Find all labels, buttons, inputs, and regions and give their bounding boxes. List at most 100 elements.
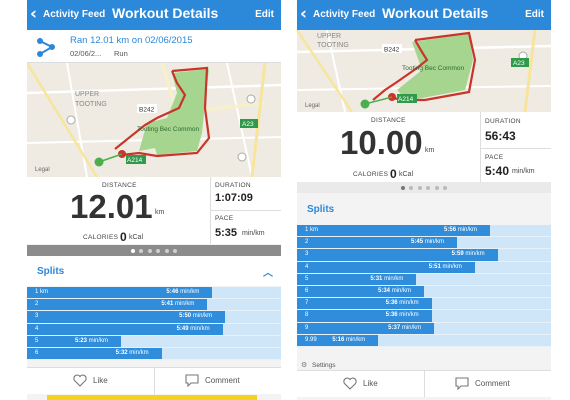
back-to-activity-feed-link[interactable]: Activity Feed: [313, 9, 376, 20]
settings-row[interactable]: ⚙ Settings: [297, 360, 551, 370]
split-index: 8: [305, 312, 309, 319]
split-row: 9 5:37 min/km: [297, 322, 551, 335]
split-row: 2 5:41 min/km: [27, 299, 281, 312]
split-pace-unit: min/km: [345, 336, 366, 343]
page-indicator[interactable]: [297, 182, 551, 193]
map-label-common: Tooting Bec Common: [137, 126, 200, 133]
edit-button[interactable]: Edit: [255, 9, 274, 20]
split-row: 9.99 5:16 min/km: [297, 334, 551, 347]
distance-unit: km: [155, 209, 165, 216]
calories-value: 0: [390, 167, 397, 181]
split-pace: 5:34 min/km: [378, 288, 411, 294]
split-pace: 5:51 min/km: [429, 264, 462, 270]
page-dot: [426, 185, 431, 190]
like-button[interactable]: Like: [27, 368, 154, 394]
splits-header[interactable]: Splits ︿: [27, 256, 281, 286]
split-row: 4 5:49 min/km: [27, 323, 281, 336]
page-indicator[interactable]: [27, 245, 281, 256]
split-pace-value: 5:51: [428, 263, 441, 270]
split-pace: 5:46 min/km: [166, 289, 199, 295]
split-pace-value: 5:31: [370, 275, 383, 282]
split-row: 3 5:59 min/km: [297, 249, 551, 262]
split-bar: [297, 273, 417, 285]
split-pace-unit: min/km: [180, 289, 200, 295]
route-map[interactable]: UPPER TOOTING B242 Tooting Bec Common A2…: [297, 30, 551, 112]
duration-value: 1:07:09: [215, 192, 253, 204]
map-label-tooting: TOOTING: [75, 101, 107, 108]
split-pace: 5:37 min/km: [388, 325, 421, 331]
edit-button[interactable]: Edit: [525, 9, 544, 20]
comment-button[interactable]: Comment: [154, 368, 281, 394]
pace-value: 5:35: [215, 227, 238, 239]
split-pace-unit: min/km: [384, 275, 404, 282]
split-pace-value: 5:36: [385, 300, 398, 307]
split-pace: 5:32 min/km: [116, 350, 149, 356]
split-index: 4: [305, 263, 309, 270]
back-chevron-icon[interactable]: ‹: [30, 4, 38, 24]
route-icon: [37, 38, 55, 57]
page-dot-active: [131, 248, 136, 253]
split-index: 5: [35, 337, 39, 344]
gear-icon: ⚙: [301, 362, 308, 369]
split-index: 2: [35, 301, 39, 308]
workout-summary-bar: Ran 12.01 km on 02/06/2015 02/06/2... Ru…: [27, 30, 281, 63]
split-bar: [297, 334, 379, 346]
split-row: 4 5:51 min/km: [297, 261, 551, 274]
split-pace-value: 5:37: [388, 324, 401, 331]
workout-type: Run: [114, 49, 128, 58]
split-index: 5: [305, 275, 309, 282]
split-row: 5 5:23 min/km: [27, 335, 281, 348]
pace-unit: min/km: [512, 168, 535, 175]
calories-label: CALORIES: [353, 171, 389, 178]
duration-label: DURATION: [215, 182, 251, 189]
page-dot: [164, 248, 169, 253]
split-pace-value: 5:32: [115, 349, 128, 356]
chevron-up-icon[interactable]: ︿: [263, 268, 273, 279]
split-index: 1 km: [35, 289, 49, 295]
split-row: 8 5:36 min/km: [297, 310, 551, 323]
comment-button[interactable]: Comment: [424, 371, 551, 397]
social-footer: Like Comment: [297, 370, 551, 397]
page-dot: [401, 185, 406, 190]
split-row: 1 km 5:56 min/km: [297, 225, 551, 238]
splits-title: Splits: [307, 204, 335, 215]
map-label-upper: UPPER: [317, 33, 341, 40]
split-index: 9: [305, 324, 309, 331]
splits-header[interactable]: Splits: [297, 194, 551, 224]
back-to-activity-feed-link[interactable]: Activity Feed: [43, 9, 106, 20]
split-bar: [297, 237, 458, 249]
split-index: 9.99: [305, 336, 317, 343]
route-map[interactable]: UPPER TOOTING B242 Tooting Bec Common A2…: [27, 63, 281, 177]
split-index: 6: [305, 287, 309, 294]
split-pace-unit: min/km: [465, 251, 485, 258]
workout-screen-right: ‹ Activity Feed Workout Details Edit UPP…: [297, 0, 551, 400]
like-button[interactable]: Like: [297, 371, 424, 397]
split-pace-unit: min/km: [424, 239, 445, 246]
pace-label: PACE: [485, 154, 504, 161]
comment-icon: [455, 377, 469, 390]
split-pace: 5:50 min/km: [179, 313, 212, 319]
split-pace-unit: min/km: [88, 337, 108, 344]
split-pace-value: 5:23: [74, 337, 87, 344]
split-pace: 5:16 min/km: [332, 337, 365, 343]
split-pace-value: 5:49: [176, 325, 189, 332]
like-label: Like: [363, 379, 378, 388]
split-pace-unit: min/km: [129, 349, 149, 356]
split-bar: [297, 261, 475, 273]
like-label: Like: [93, 376, 108, 385]
map-label-a214: A214: [127, 157, 143, 164]
pace-unit: min/km: [242, 230, 265, 237]
split-index: 6: [35, 349, 39, 356]
comment-label: Comment: [205, 376, 240, 385]
page-dot: [409, 185, 414, 190]
map-label-b242: B242: [139, 107, 155, 114]
split-pace: 5:45 min/km: [411, 239, 444, 245]
comment-label: Comment: [475, 379, 510, 388]
split-bar: [297, 285, 424, 298]
page-dot: [442, 185, 447, 190]
split-row: 5 5:31 min/km: [297, 273, 551, 286]
split-bar: [27, 311, 226, 323]
split-pace-unit: min/km: [399, 312, 419, 319]
back-chevron-icon[interactable]: ‹: [300, 4, 308, 24]
map-label-common: Tooting Bec Common: [402, 65, 465, 72]
